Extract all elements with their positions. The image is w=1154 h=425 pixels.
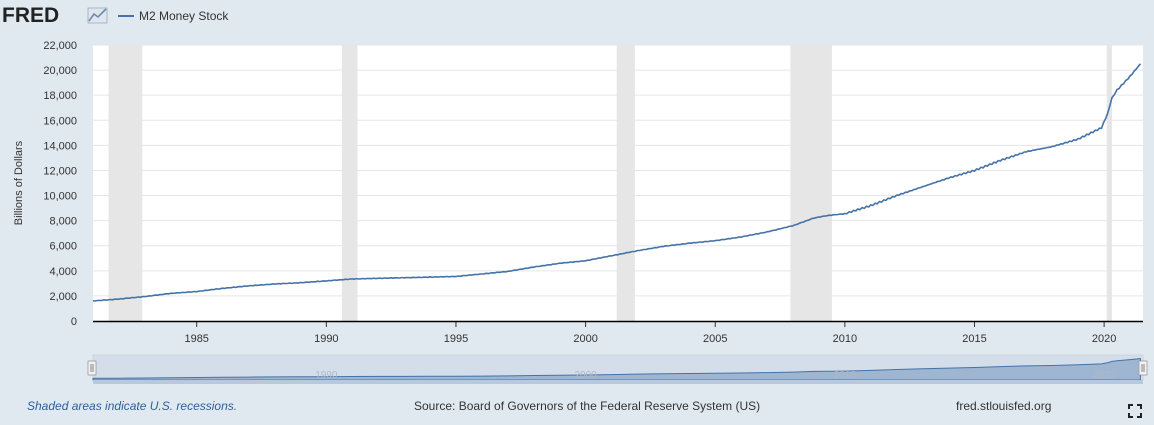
y-tick-label: 10,000 — [43, 191, 77, 203]
x-tick-label: 2020 — [1092, 333, 1116, 345]
source-text: Source: Board of Governors of the Federa… — [414, 399, 761, 413]
navigator-handle-left[interactable] — [87, 360, 97, 376]
recession-band-2 — [616, 45, 635, 321]
navigator-tick-label: 1990 — [315, 370, 338, 381]
y-tick-label: 14,000 — [43, 140, 77, 152]
navigator-tick-label: 2010 — [834, 370, 857, 381]
y-tick-label: 18,000 — [43, 90, 77, 102]
y-tick-label: 16,000 — [43, 115, 77, 127]
recession-band-4 — [1106, 45, 1112, 321]
navigator-scrollbar[interactable] — [93, 380, 1143, 384]
navigator-ticks: 1990 2000 2010 2020 — [315, 370, 1115, 381]
y-tick-label: 8,000 — [49, 216, 77, 228]
recession-bands — [108, 45, 1112, 321]
recession-note: Shaded areas indicate U.S. recessions. — [27, 399, 238, 413]
y-tick-label: 4,000 — [49, 266, 77, 278]
recession-band-0 — [108, 45, 143, 321]
y-tick-label: 6,000 — [49, 241, 77, 253]
navigator-handle-right[interactable] — [1138, 360, 1148, 376]
x-tick-label: 2015 — [962, 333, 986, 345]
y-tick-label: 2,000 — [49, 291, 77, 303]
y-axis-title: Billions of Dollars — [13, 140, 25, 225]
x-tick-label: 2005 — [703, 333, 727, 345]
navigator-area — [92, 358, 1141, 381]
site-link[interactable]: fred.stlouisfed.org — [956, 399, 1052, 413]
fullscreen-icon[interactable] — [1128, 404, 1142, 418]
legend-label: M2 Money Stock — [139, 9, 229, 23]
navigator-tick-label: 2020 — [1093, 370, 1116, 381]
y-tick-label: 20,000 — [43, 65, 77, 77]
y-tick-label: 22,000 — [43, 40, 77, 52]
y-tick-label: 0 — [71, 316, 77, 328]
x-tick-label: 1995 — [444, 333, 468, 345]
gridlines — [93, 44, 1143, 297]
x-axis-ticks: 1985 1990 1995 2000 2005 2010 2015 2020 — [184, 321, 1116, 345]
recession-band-1 — [341, 45, 358, 321]
x-tick-label: 2000 — [573, 333, 597, 345]
navigator-tick-label: 2000 — [574, 370, 597, 381]
x-tick-label: 1985 — [184, 333, 208, 345]
y-axis-ticks: 0 2,000 4,000 6,000 8,000 10,000 12,000 14,000 1… — [43, 40, 77, 328]
series-line-m2-money-stock — [92, 63, 1142, 302]
x-tick-label: 1990 — [314, 333, 338, 345]
x-tick-label: 2010 — [833, 333, 857, 345]
fred-chart-icon — [87, 7, 108, 24]
y-tick-label: 12,000 — [43, 165, 77, 177]
fred-logo[interactable]: FRED — [2, 4, 59, 27]
legend[interactable]: M2 Money Stock — [118, 9, 229, 23]
recession-band-3 — [790, 45, 832, 321]
